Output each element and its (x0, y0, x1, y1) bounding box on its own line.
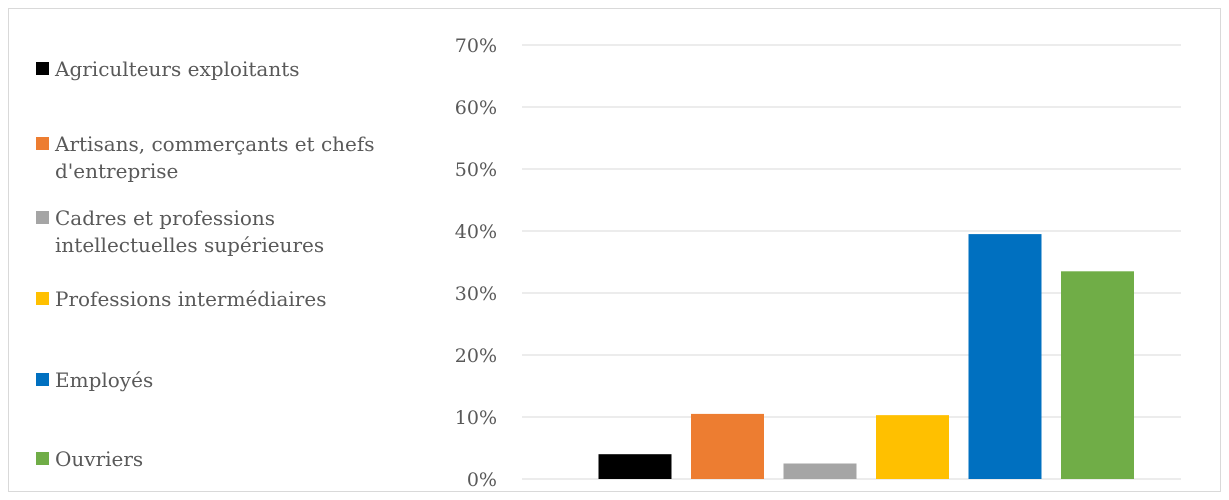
legend-item-artisans: Artisans, commerçants et chefs d'entrepr… (36, 131, 435, 185)
legend-item-agriculteurs: Agriculteurs exploitants (36, 56, 435, 83)
legend-swatch (36, 62, 49, 75)
legend-swatch (36, 211, 49, 224)
bar-5 (968, 234, 1042, 479)
bar-1 (598, 454, 672, 479)
legend-item-employes: Employés (36, 367, 435, 394)
bar-6 (1061, 271, 1134, 479)
y-tick-label: 20% (455, 345, 497, 367)
legend-label: Artisans, commerçants et chefs d'entrepr… (55, 132, 375, 183)
y-tick-label: 40% (455, 221, 497, 243)
bar-3 (783, 463, 857, 479)
y-axis-labels: 0% 10% 20% 30% 40% 50% 60% 70% (455, 35, 497, 491)
legend-label: Professions intermédiaires (55, 287, 327, 311)
legend-swatch (36, 137, 49, 150)
bar-4 (876, 415, 949, 479)
chart-legend: Agriculteurs exploitants Artisans, comme… (36, 0, 436, 500)
y-tick-label: 50% (455, 159, 497, 181)
legend-item-cadres: Cadres et professions intellectuelles su… (36, 205, 375, 259)
y-tick-label: 70% (455, 35, 497, 57)
legend-label: Ouvriers (55, 447, 144, 471)
legend-item-professions-intermediaires: Professions intermédiaires (36, 286, 435, 313)
legend-item-ouvriers: Ouvriers (36, 446, 435, 473)
legend-swatch (36, 373, 49, 386)
legend-label: Agriculteurs exploitants (55, 57, 300, 81)
y-tick-label: 0% (467, 469, 497, 491)
legend-label: Cadres et professions intellectuelles su… (55, 206, 325, 257)
y-tick-label: 10% (455, 407, 497, 429)
y-tick-label: 30% (455, 283, 497, 305)
bars (598, 234, 1134, 479)
bar-2 (691, 413, 764, 479)
y-tick-label: 60% (455, 97, 497, 119)
legend-label: Employés (55, 368, 154, 392)
legend-swatch (36, 452, 49, 465)
legend-swatch (36, 292, 49, 305)
